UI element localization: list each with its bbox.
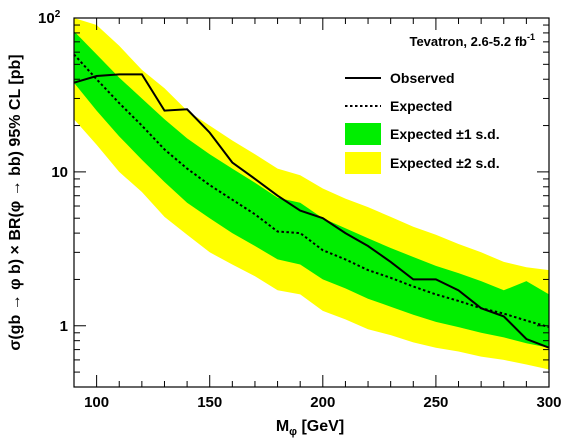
x-tick-label: 100 — [84, 394, 109, 411]
legend: Observed Expected Expected ±1 s.d. Expected… — [345, 70, 500, 174]
axis-ticks — [73, 17, 550, 388]
x-tick-label: 150 — [197, 394, 222, 411]
band-one-sigma — [74, 31, 549, 348]
y-tick-label: 10 — [51, 164, 68, 181]
legend-band-swatch — [345, 152, 381, 174]
y-tick-label: 1 — [60, 318, 68, 335]
x-tick-label: 200 — [310, 394, 335, 411]
plot-frame — [73, 17, 550, 388]
x-tick-label: 300 — [536, 394, 561, 411]
legend-observed-label: Observed — [390, 70, 455, 86]
x-axis-label: Mφ [GeV] — [276, 418, 344, 438]
lines-layer — [73, 53, 550, 349]
legend-band-swatch — [345, 123, 381, 145]
plot-border — [73, 17, 550, 388]
legend-band-label: Expected ±2 s.d. — [390, 155, 500, 171]
legend-band-label: Expected ±1 s.d. — [390, 126, 500, 142]
y-axis-label: σ(gb → φ b) × BR(φ → bb) 95% CL [pb] — [7, 54, 24, 350]
legend-expected-label: Expected — [390, 98, 452, 114]
series-observed-line — [73, 73, 550, 349]
axis-tick-labels: 100 150 200 250 300 1 10 102 — [38, 9, 562, 411]
luminosity-annotation: Tevatron, 2.6-5.2 fb-1 — [409, 32, 535, 49]
x-tick-label: 250 — [423, 394, 448, 411]
bands-layer — [74, 18, 549, 370]
y-tick-label: 102 — [38, 9, 61, 27]
